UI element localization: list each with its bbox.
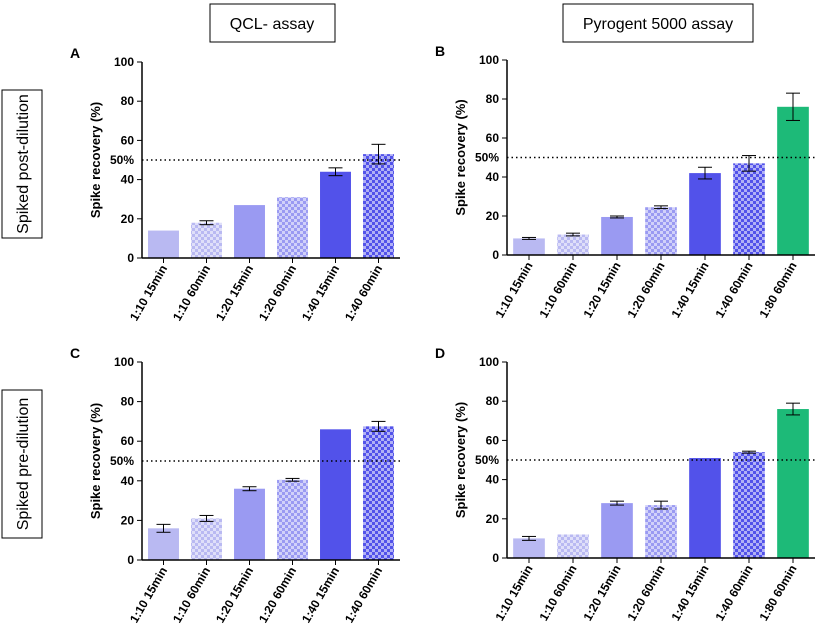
y-axis-label: Spike recovery (%) <box>88 403 103 519</box>
x-tick-label: 1:80 60min <box>756 260 799 321</box>
y-tick-label: 0 <box>492 551 499 565</box>
bar <box>191 222 222 258</box>
bar <box>777 409 809 558</box>
y-axis-label: Spike recovery (%) <box>453 99 468 215</box>
y-tick-label: 60 <box>121 434 135 448</box>
y-tick-label: 40 <box>121 474 135 488</box>
x-tick-label: 1:20 15min <box>580 563 623 624</box>
reference-label: 50% <box>475 453 499 467</box>
x-tick-label: 1:20 15min <box>213 565 256 626</box>
bar <box>689 173 721 255</box>
bar <box>645 505 677 558</box>
x-tick-label: 1:10 60min <box>536 563 579 624</box>
reference-label: 50% <box>110 454 134 468</box>
x-tick-label: 1:20 60min <box>256 263 299 324</box>
x-tick-label: 1:40 15min <box>668 563 711 624</box>
bar <box>234 205 265 258</box>
bar <box>645 207 677 255</box>
bar <box>733 452 765 558</box>
bar <box>191 518 222 560</box>
bar <box>601 216 633 255</box>
y-axis-label: Spike recovery (%) <box>88 102 103 218</box>
row-label: Spiked pre-dilution <box>15 398 32 531</box>
x-tick-label: 1:40 15min <box>299 263 342 324</box>
bar <box>234 488 265 560</box>
x-tick-label: 1:10 60min <box>170 263 213 324</box>
x-tick-label: 1:10 15min <box>127 263 170 324</box>
y-tick-label: 20 <box>121 212 135 226</box>
bar <box>148 230 179 258</box>
column-header: QCL- assay <box>230 16 314 33</box>
panel-label: A <box>70 45 80 61</box>
x-tick-label: 1:10 60min <box>536 260 579 321</box>
y-tick-label: 60 <box>486 433 500 447</box>
x-tick-label: 1:40 60min <box>712 563 755 624</box>
x-tick-label: 1:20 60min <box>624 563 667 624</box>
y-tick-label: 0 <box>492 248 499 262</box>
x-tick-label: 1:10 15min <box>492 563 535 624</box>
y-tick-label: 80 <box>486 394 500 408</box>
y-tick-label: 20 <box>121 513 135 527</box>
y-axis-label: Spike recovery (%) <box>453 402 468 518</box>
bar <box>363 154 394 258</box>
bar <box>277 479 308 560</box>
y-tick-label: 40 <box>486 473 500 487</box>
bar <box>733 163 765 255</box>
x-tick-label: 1:20 15min <box>213 263 256 324</box>
panel-label: B <box>435 43 445 59</box>
y-tick-label: 100 <box>479 355 499 369</box>
x-tick-label: 1:40 60min <box>712 260 755 321</box>
row-label: Spiked post-dilution <box>15 94 32 234</box>
panel-label: D <box>435 345 445 361</box>
y-tick-label: 40 <box>486 170 500 184</box>
reference-label: 50% <box>475 151 499 165</box>
y-tick-label: 60 <box>121 133 135 147</box>
y-tick-label: 80 <box>486 92 500 106</box>
y-tick-label: 100 <box>114 55 134 69</box>
bar <box>320 429 351 560</box>
x-tick-label: 1:20 60min <box>256 565 299 626</box>
y-tick-label: 20 <box>486 512 500 526</box>
y-tick-label: 100 <box>114 355 134 369</box>
bar <box>513 538 545 558</box>
y-tick-label: 80 <box>121 94 135 108</box>
bar <box>777 106 809 255</box>
y-tick-label: 40 <box>121 173 135 187</box>
y-tick-label: 60 <box>486 131 500 145</box>
reference-label: 50% <box>110 153 134 167</box>
x-tick-label: 1:80 60min <box>756 563 799 624</box>
row-box <box>1 389 43 539</box>
x-tick-label: 1:40 60min <box>342 565 385 626</box>
bar <box>557 234 589 255</box>
x-tick-label: 1:20 15min <box>580 260 623 321</box>
header-box <box>562 3 754 43</box>
header-box <box>209 3 336 43</box>
bar <box>277 197 308 258</box>
bar <box>363 426 394 560</box>
panel-label: C <box>70 345 80 361</box>
y-tick-label: 20 <box>486 209 500 223</box>
y-tick-label: 100 <box>479 53 499 67</box>
column-header: Pyrogent 5000 assay <box>583 16 733 33</box>
y-tick-label: 0 <box>127 553 134 567</box>
x-tick-label: 1:20 60min <box>624 260 667 321</box>
bar <box>689 458 721 558</box>
bar <box>148 528 179 560</box>
bar <box>513 238 545 255</box>
x-tick-label: 1:10 15min <box>492 260 535 321</box>
y-tick-label: 80 <box>121 395 135 409</box>
x-tick-label: 1:40 15min <box>299 565 342 626</box>
x-tick-label: 1:40 15min <box>668 260 711 321</box>
y-tick-label: 0 <box>127 251 134 265</box>
row-box <box>1 89 43 239</box>
x-tick-label: 1:40 60min <box>342 263 385 324</box>
bar <box>320 171 351 258</box>
bar <box>557 534 589 558</box>
bar <box>601 503 633 558</box>
x-tick-label: 1:10 60min <box>170 565 213 626</box>
x-tick-label: 1:10 15min <box>127 565 170 626</box>
